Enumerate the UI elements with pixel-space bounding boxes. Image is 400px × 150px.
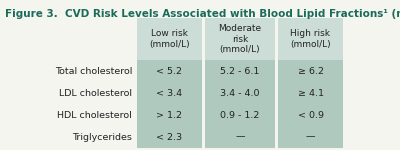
Bar [278,60,343,148]
Text: Low risk
(mmol/L): Low risk (mmol/L) [149,29,190,49]
Text: Figure 3.  CVD Risk Levels Associated with Blood Lipid Fractions¹ (mmol/L): Figure 3. CVD Risk Levels Associated wit… [5,9,400,19]
Text: HDL cholesterol: HDL cholesterol [57,111,132,120]
Text: Moderate
risk
(mmol/L): Moderate risk (mmol/L) [218,24,262,54]
Text: < 2.3: < 2.3 [156,132,182,141]
Bar [205,18,275,60]
Bar [278,18,343,60]
Text: ≥ 4.1: ≥ 4.1 [298,88,324,98]
Text: < 0.9: < 0.9 [298,111,324,120]
Text: 3.4 - 4.0: 3.4 - 4.0 [220,88,260,98]
Text: > 1.2: > 1.2 [156,111,182,120]
Text: ≥ 6.2: ≥ 6.2 [298,66,324,75]
Text: < 3.4: < 3.4 [156,88,182,98]
Text: Total cholesterol: Total cholesterol [55,66,132,75]
Text: < 5.2: < 5.2 [156,66,182,75]
Bar [137,60,202,148]
Text: 0.9 - 1.2: 0.9 - 1.2 [220,111,260,120]
Bar [137,18,202,60]
Text: Triglycerides: Triglycerides [72,132,132,141]
Text: High risk
(mmol/L): High risk (mmol/L) [290,29,331,49]
Text: LDL cholesterol: LDL cholesterol [59,88,132,98]
Text: 5.2 - 6.1: 5.2 - 6.1 [220,66,260,75]
Text: —: — [235,132,245,141]
Text: —: — [306,132,315,141]
Bar [205,60,275,148]
